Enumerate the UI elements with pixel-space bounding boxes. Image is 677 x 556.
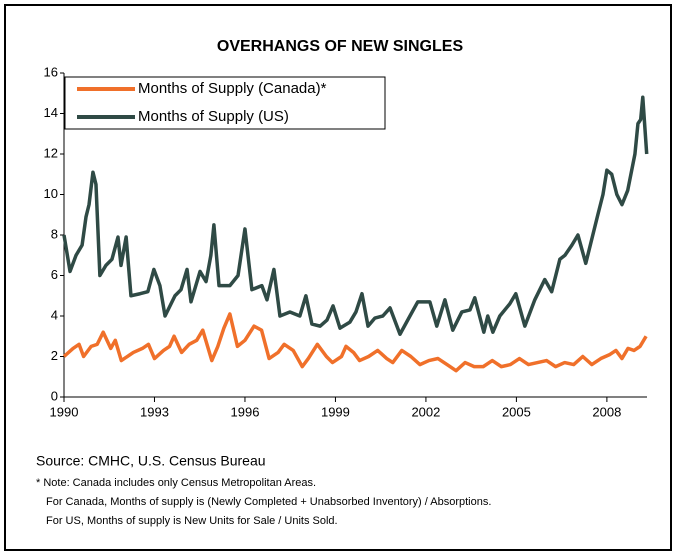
y-tick-label: 6 — [51, 267, 58, 282]
note: For Canada, Months of supply is (Newly C… — [46, 496, 491, 508]
y-tick-label: 12 — [44, 145, 58, 160]
series-line — [62, 312, 648, 373]
x-tick-label: 2008 — [592, 404, 621, 419]
source: Source: CMHC, U.S. Census Bureau — [36, 453, 266, 469]
x-tick-label: 2005 — [502, 404, 531, 419]
legend-label: Months of Supply (Canada)* — [138, 80, 327, 97]
y-tick-label: 2 — [51, 348, 58, 363]
y-tick-label: 16 — [44, 64, 58, 79]
x-tick-label: 1999 — [321, 404, 350, 419]
series-line — [62, 95, 649, 336]
legend-box — [64, 76, 386, 130]
x-tick-label: 1990 — [50, 404, 79, 419]
note: For US, Months of supply is New Units fo… — [46, 515, 338, 527]
legend-label: Months of Supply (US) — [138, 108, 289, 125]
x-tick-label: 1993 — [140, 404, 169, 419]
y-tick-label: 14 — [44, 105, 58, 120]
y-tick-label: 4 — [51, 307, 58, 322]
x-tick-label: 1996 — [231, 404, 260, 419]
y-tick-label: 10 — [44, 186, 58, 201]
y-tick-label: 0 — [51, 388, 58, 403]
chart-title: OVERHANGS OF NEW SINGLES — [217, 38, 464, 55]
y-tick-label: 8 — [51, 226, 58, 241]
note: * Note: Canada includes only Census Metr… — [36, 477, 316, 489]
x-tick-label: 2002 — [411, 404, 440, 419]
